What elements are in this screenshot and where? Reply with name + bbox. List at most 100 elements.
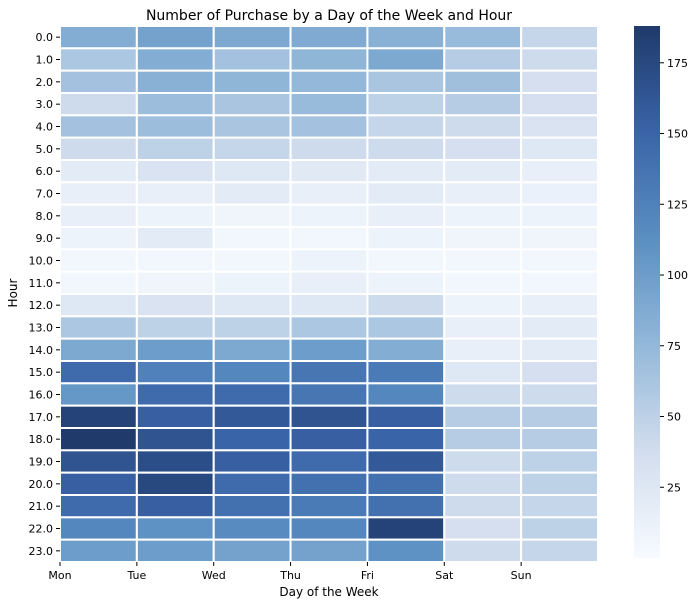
heatmap-cell [59,427,138,452]
heatmap-cell [59,248,138,273]
heatmap-cell [212,337,292,362]
heatmap-cell [520,270,600,295]
heatmap-cell [443,203,523,229]
heatmap-cell [366,25,446,50]
y-tick-label: 15.0 [29,366,54,379]
heatmap-cell [212,382,292,407]
colorbar-tick-label: 100 [667,269,688,282]
heatmap-cell [443,248,523,273]
heatmap-cell [135,270,215,295]
heatmap-cell [520,136,600,162]
x-tick-label: Fri [361,569,374,582]
heatmap-cell [366,337,446,362]
colorbar-tick-label: 75 [667,340,681,353]
heatmap-cell [289,471,369,496]
heatmap-cell [212,226,292,251]
colorbar-tick-label: 125 [667,198,688,211]
heatmap-cell [520,293,600,318]
y-tick-label: 14.0 [29,344,54,357]
heatmap-cell [289,92,369,117]
heatmap-cell [443,92,523,117]
y-tick-label: 11.0 [29,277,54,290]
heatmap-cell [59,293,138,318]
heatmap-cell [366,360,446,385]
y-tick-label: 5.0 [36,143,54,156]
heatmap-cell [520,226,600,251]
chart-title: Number of Purchase by a Day of the Week … [146,8,512,24]
heatmap-cell [135,337,215,362]
heatmap-cell [366,270,446,295]
y-axis-label: Hour [6,278,20,307]
heatmap-cell [59,404,138,429]
heatmap-cell [135,427,215,452]
heatmap-cell [366,248,446,273]
heatmap-cell [443,47,523,72]
heatmap-cell [443,494,523,519]
heatmap-cell [59,159,138,184]
heatmap-cell [59,25,138,50]
heatmap-cell [212,159,292,184]
heatmap-cell [135,315,215,340]
heatmap-cell [135,92,215,117]
heatmap-cell [212,92,292,117]
heatmap-cell [443,404,523,429]
x-tick-label: Thu [279,569,301,582]
heatmap-cell [135,404,215,429]
heatmap-cell [366,114,446,139]
heatmap-cell [212,181,292,206]
y-tick-labels: 0.0 1.0 2.0 3.0 4.0 5.0 6.0 7.0 8.0 9.0 10.0 11.0 12… [29,31,60,558]
heatmap-cell [212,293,292,318]
heatmap-cell [443,449,523,474]
x-tick-labels: Mon Tue Wed Thu Fri Sat Sun [48,562,532,582]
heatmap-cell [443,226,523,251]
heatmap-cell [520,315,600,340]
heatmap-cell [366,382,446,407]
colorbar-ticks: 25 50 75 100 125 150 175 [660,57,688,494]
heatmap-cell [366,293,446,318]
heatmap-cell [59,136,138,162]
heatmap-cell [443,360,523,385]
y-tick-label: 9.0 [36,232,54,245]
heatmap-cell [135,226,215,251]
heatmap-cell [289,181,369,206]
heatmap-cell [443,159,523,184]
heatmap-cell [289,293,369,318]
heatmap-cell [366,47,446,72]
heatmap-cell [289,382,369,407]
heatmap-cell [59,226,138,251]
heatmap-cell [366,404,446,429]
heatmap-cell [135,382,215,407]
heatmap-cell [212,494,292,519]
heatmap-cell [135,136,215,162]
heatmap-cell [289,136,369,162]
y-tick-label: 4.0 [36,121,54,134]
heatmap-cell [212,360,292,385]
heatmap-cell [289,538,369,564]
heatmap-cell [366,516,446,541]
heatmap-cell [212,136,292,162]
heatmap-cell [443,270,523,295]
heatmap-cell [135,47,215,72]
heatmap-cell [520,114,600,139]
heatmap-cell [212,203,292,229]
heatmap-cell [366,159,446,184]
heatmap-cell [212,69,292,94]
heatmap-cell [289,315,369,340]
heatmap-cell [212,449,292,474]
heatmap-cell [289,337,369,362]
heatmap-cell [135,360,215,385]
heatmap-cell [289,114,369,139]
heatmap-cell [212,538,292,564]
heatmap-cell [520,69,600,94]
heatmap-cell [520,181,600,206]
heatmap-cell [520,427,600,452]
heatmap-cell [289,25,369,50]
heatmap-cell [212,47,292,72]
x-tick-label: Sat [435,569,454,582]
heatmap-cell [289,449,369,474]
heatmap-cell [59,471,138,496]
y-tick-label: 0.0 [36,31,54,44]
heatmap-cell [443,25,523,50]
heatmap-cell [366,315,446,340]
heatmap-cell [135,494,215,519]
